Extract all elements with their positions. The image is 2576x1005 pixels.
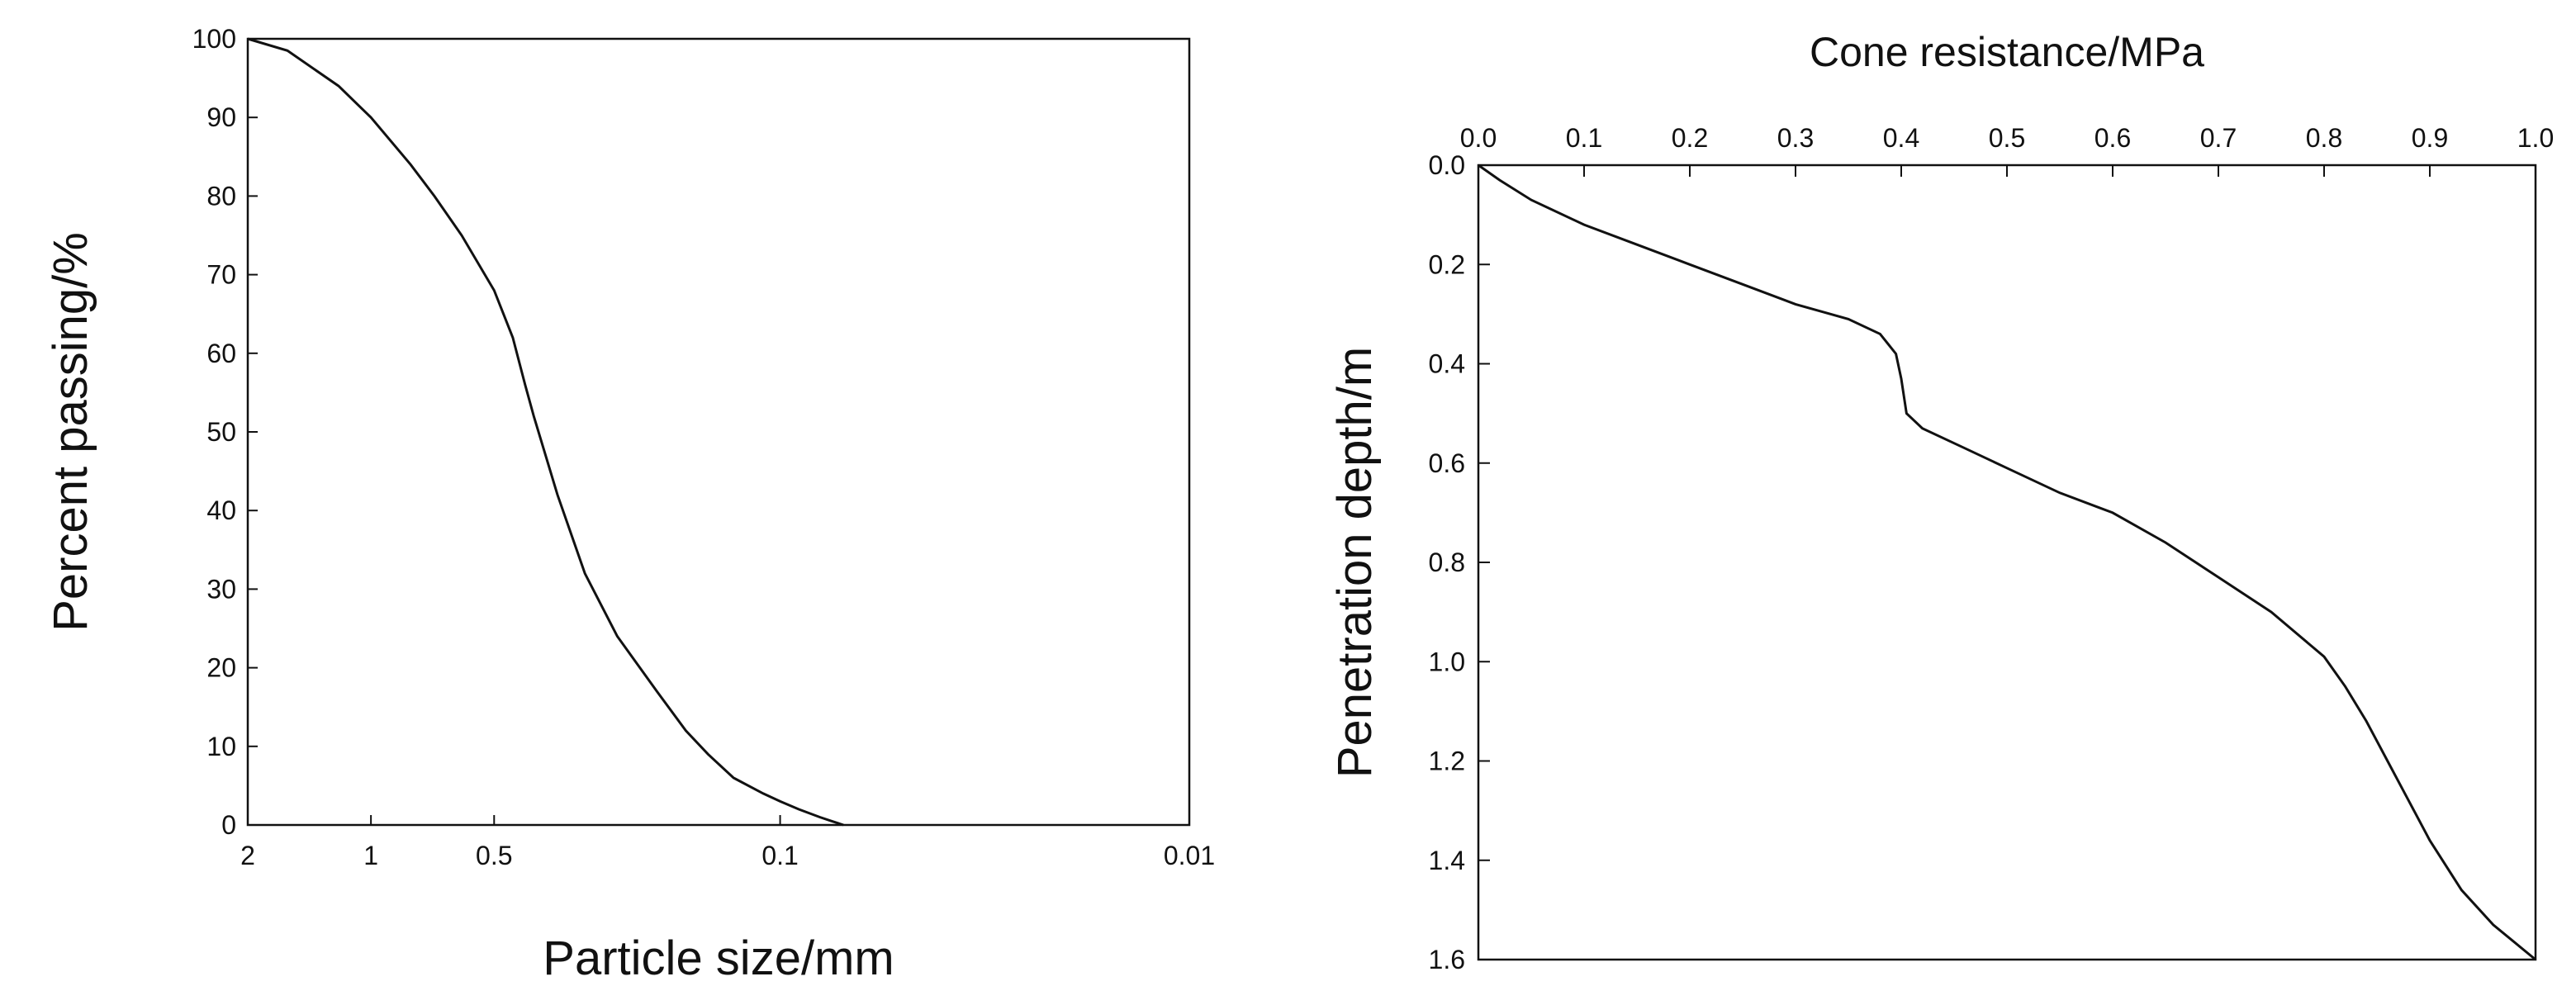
grading-y-tick-label: 40 [206,495,236,525]
grading-y-tick-label: 10 [206,732,236,761]
cpt-y-tick-label: 0.2 [1429,249,1465,279]
cpt-x-tick-label: 0.6 [2094,123,2131,153]
grading-x-axis: 2 1 0.5 0.1 0.01 [240,815,1215,870]
grading-y-axis: 0 10 20 30 40 50 60 70 80 90 100 [192,24,258,840]
grading-y-tick-label: 0 [221,810,236,840]
cpt-y-tick-label: 1.0 [1429,647,1465,676]
cpt-y-tick-label: 0.0 [1429,150,1465,180]
cpt-x-tick-label: 0.1 [1566,123,1602,153]
cpt-y-tick-label: 0.4 [1429,349,1465,379]
cpt-y-tick-label: 1.2 [1429,747,1465,776]
grading-y-tick-label: 20 [206,653,236,683]
grading-curve [247,37,844,827]
cpt-x-tick-label: 1.0 [2517,123,2554,153]
grading-y-tick-label: 80 [206,181,236,211]
cpt-x-tick-label: 0.0 [1460,123,1497,153]
grading-x-axis-title: Particle size/mm [543,932,894,985]
cpt-x-tick-label: 0.3 [1777,123,1814,153]
grading-x-tick-label: 2 [240,841,255,870]
grading-y-axis-title: Percent passing/% [44,232,97,632]
grading-y-tick-label: 30 [206,574,236,604]
cpt-y-axis-title: Penetration depth/m [1328,347,1382,778]
grading-x-tick-label: 0.5 [476,841,512,870]
grading-y-tick-label: 70 [206,260,236,290]
cpt-y-axis: 0.0 0.2 0.4 0.6 0.8 1.0 1.2 1.4 1.6 [1429,150,1490,974]
cpt-y-tick-label: 0.6 [1429,448,1465,478]
cpt-x-tick-label: 0.7 [2200,123,2237,153]
cpt-y-tick-label: 1.4 [1429,846,1465,875]
grading-y-tick-label: 100 [192,24,236,54]
grading-y-tick-label: 60 [206,339,236,368]
cpt-x-tick-label: 0.9 [2412,123,2448,153]
cpt-y-tick-label: 0.8 [1429,548,1465,577]
cpt-plot-frame [1477,164,2537,961]
grading-x-tick-label: 0.1 [761,841,798,870]
cpt-x-tick-label: 0.4 [1883,123,1919,153]
cpt-x-tick-label: 0.5 [1989,123,2025,153]
cpt-curve [1478,164,2536,961]
grading-x-tick-label: 0.01 [1164,841,1215,870]
cpt-x-axis-title: Cone resistance/MPa [1810,29,2204,75]
grading-x-tick-label: 1 [363,841,378,870]
grading-y-tick-label: 50 [206,417,236,447]
cpt-x-tick-label: 0.8 [2306,123,2342,153]
grading-chart: 2 1 0.5 0.1 0.01 0 10 20 30 40 50 60 70 80 90 100 Part… [44,24,1215,985]
grading-plot-frame [246,37,1191,827]
cpt-chart: 0.0 0.1 0.2 0.3 0.4 0.5 0.6 0.7 0.8 0.9 1.0 0.0 0.2… [1328,29,2554,974]
grading-y-tick-label: 90 [206,102,236,132]
cpt-x-axis: 0.0 0.1 0.2 0.3 0.4 0.5 0.6 0.7 0.8 0.9 1.0 [1460,123,2554,177]
cpt-y-tick-label: 1.6 [1429,945,1465,974]
cpt-x-tick-label: 0.2 [1672,123,1708,153]
